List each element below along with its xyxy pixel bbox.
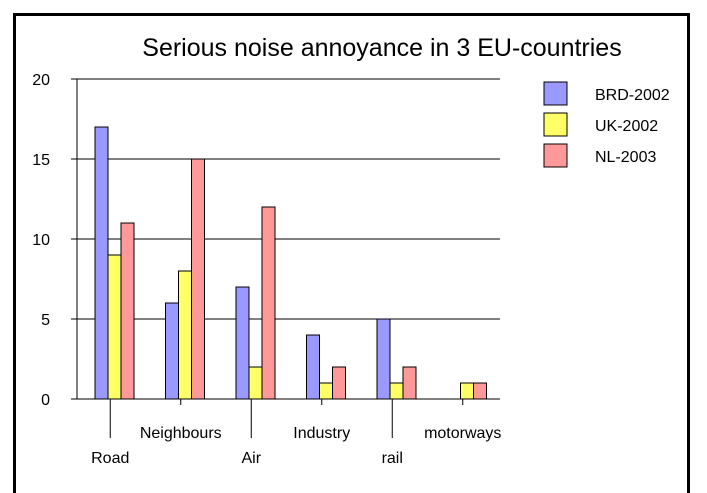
- y-tick-label: 0: [41, 392, 50, 409]
- category-label: Air: [241, 450, 261, 467]
- legend-label: NL-2003: [595, 149, 656, 166]
- bar-BRD-2002-Neighbours: [165, 302, 179, 400]
- y-axis-ticks: 0 5 10 15 20: [32, 72, 50, 409]
- bar-UK-2002-Neighbours: [178, 270, 192, 400]
- legend-label: BRD-2002: [595, 87, 670, 104]
- legend-swatch: [543, 143, 568, 168]
- legend: BRD-2002 UK-2002 NL-2003: [543, 81, 670, 168]
- bar-BRD-2002-Air: [235, 286, 250, 400]
- category-label: rail: [382, 450, 403, 467]
- y-tick-label: 20: [32, 72, 50, 89]
- legend-swatch: [543, 112, 568, 137]
- bar-UK-2002-rail: [389, 382, 404, 400]
- bar-NL-2003-Road: [120, 222, 135, 400]
- legend-swatch: [543, 81, 568, 106]
- chart-title: Serious noise annoyance in 3 EU-countrie…: [142, 34, 621, 62]
- bar-NL-2003-Industry: [332, 366, 346, 400]
- bar-UK-2002-Air: [248, 366, 263, 400]
- bar-UK-2002-Road: [107, 254, 122, 400]
- y-tick-label: 5: [41, 312, 50, 329]
- axes: [76, 79, 500, 400]
- grid-lines: [71, 78, 500, 400]
- y-tick-label: 15: [32, 152, 50, 169]
- bar-UK-2002-Industry: [319, 382, 333, 400]
- bar-BRD-2002-Road: [94, 126, 109, 400]
- bar-UK-2002-motorways: [460, 382, 474, 400]
- bar-chart: Serious noise annoyance in 3 EU-countrie…: [32, 34, 670, 467]
- category-label: motorways: [424, 425, 501, 442]
- legend-label: UK-2002: [595, 118, 658, 135]
- category-label: Road: [91, 450, 129, 467]
- bar-NL-2003-Air: [261, 206, 276, 400]
- bars: [94, 126, 487, 400]
- category-label: Industry: [293, 425, 350, 442]
- bar-NL-2003-Neighbours: [191, 158, 205, 400]
- category-label: Neighbours: [140, 425, 222, 442]
- bar-BRD-2002-Industry: [306, 334, 320, 400]
- y-tick-label: 10: [32, 232, 50, 249]
- bar-BRD-2002-rail: [376, 318, 391, 400]
- chart-frame: [13, 13, 690, 493]
- bar-NL-2003-motorways: [473, 382, 487, 400]
- x-axis-categories: Road Neighbours Air Industry rail motorways: [91, 399, 501, 467]
- bar-NL-2003-rail: [402, 366, 417, 400]
